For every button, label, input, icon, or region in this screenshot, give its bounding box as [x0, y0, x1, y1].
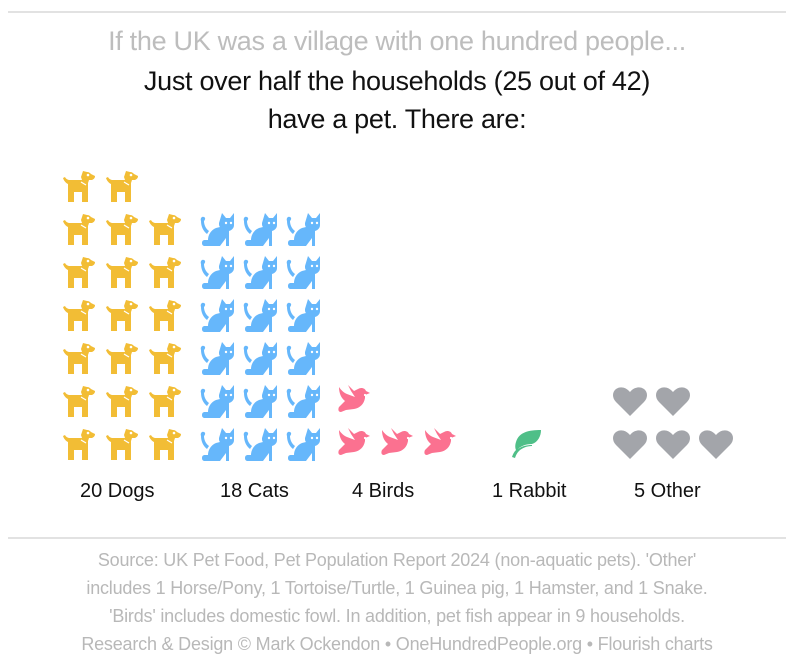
dog-icon [148, 297, 184, 333]
dog-icon [105, 383, 141, 419]
bottom-divider [8, 537, 786, 539]
subtitle-line-2: have a pet. There are: [267, 104, 527, 134]
cat-icon [242, 211, 278, 247]
subtitle-line-1: Just over half the households (25 out of… [143, 66, 651, 96]
dog-icon [105, 297, 141, 333]
cat-icon [242, 383, 278, 419]
cat-icon [199, 383, 235, 419]
label-other: 5 Other [634, 480, 701, 502]
cat-icon [285, 211, 321, 247]
heart-icon [698, 426, 734, 462]
cat-icon [199, 254, 235, 290]
cat-icon [285, 297, 321, 333]
cat-icon [285, 340, 321, 376]
leaf-icon [508, 426, 544, 462]
heart-icon [612, 383, 648, 419]
dog-icon [62, 168, 98, 204]
cat-icon [242, 254, 278, 290]
cat-icon [242, 426, 278, 462]
label-cats: 18 Cats [220, 480, 289, 502]
label-birds: 4 Birds [352, 480, 415, 502]
label-rabbit: 1 Rabbit [492, 480, 567, 502]
dog-icon [105, 168, 141, 204]
dove-icon [422, 426, 458, 462]
chart-title: If the UK was a village with one hundred… [108, 26, 686, 56]
cat-icon [199, 340, 235, 376]
dog-icon [62, 426, 98, 462]
dog-icon [105, 426, 141, 462]
dog-icon [62, 211, 98, 247]
heart-icon [655, 426, 691, 462]
source-footer: Source: UK Pet Food, Pet Population Repo… [0, 546, 794, 658]
cat-icon [242, 297, 278, 333]
dog-icon [62, 297, 98, 333]
dove-icon [379, 426, 415, 462]
cat-icon [242, 340, 278, 376]
heart-icon [612, 426, 648, 462]
dog-icon [62, 254, 98, 290]
cat-icon [285, 426, 321, 462]
top-divider [8, 11, 786, 13]
label-dogs: 20 Dogs [80, 480, 155, 502]
cat-icon [285, 254, 321, 290]
cat-icon [199, 297, 235, 333]
dog-icon [105, 211, 141, 247]
dove-icon [336, 383, 372, 419]
dog-icon [148, 383, 184, 419]
dog-icon [148, 211, 184, 247]
cat-icon [199, 211, 235, 247]
dog-icon [148, 426, 184, 462]
footer-line-4: Research & Design © Mark Ockendon • OneH… [81, 634, 713, 654]
footer-line-2: includes 1 Horse/Pony, 1 Tortoise/Turtle… [86, 578, 708, 598]
cat-icon [199, 426, 235, 462]
dog-icon [105, 254, 141, 290]
dove-icon [336, 426, 372, 462]
dog-icon [62, 340, 98, 376]
dog-icon [148, 340, 184, 376]
dog-icon [148, 254, 184, 290]
chart-subtitle: Just over half the households (25 out of… [0, 62, 794, 138]
footer-line-3: 'Birds' includes domestic fowl. In addit… [109, 606, 685, 626]
cat-icon [285, 383, 321, 419]
heart-icon [655, 383, 691, 419]
footer-line-1: Source: UK Pet Food, Pet Population Repo… [97, 550, 697, 570]
dog-icon [62, 383, 98, 419]
dog-icon [105, 340, 141, 376]
pictogram-chart: 20 Dogs 18 Cats 4 Birds 1 Rabbit 5 Other [62, 168, 734, 502]
